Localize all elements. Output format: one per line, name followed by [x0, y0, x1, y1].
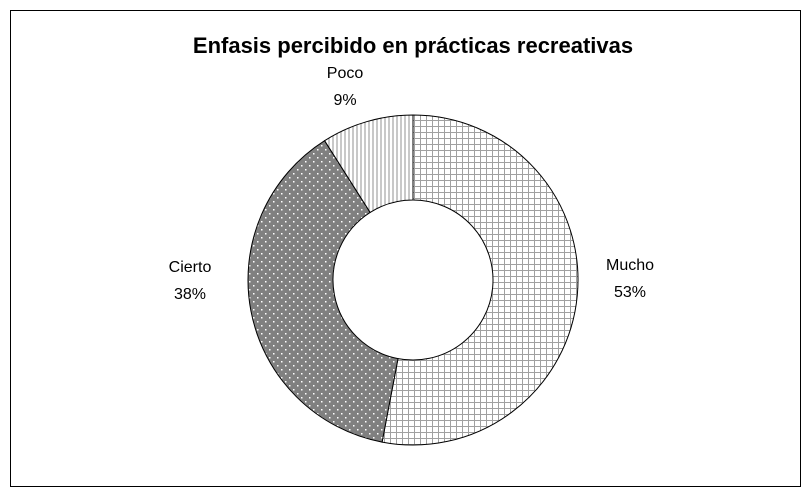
slice-value-label: 9%	[333, 92, 356, 109]
slice-label: Cierto	[169, 259, 212, 276]
slice-value-label: 53%	[614, 284, 646, 301]
slice-value-label: 38%	[174, 286, 206, 303]
donut-slice	[323, 114, 414, 214]
donut-slice	[381, 114, 579, 446]
donut-slice	[247, 139, 399, 443]
slice-label: Mucho	[606, 257, 654, 274]
slice-label: Poco	[327, 65, 364, 82]
chart-title: Enfasis percibido en prácticas recreativ…	[193, 33, 633, 58]
